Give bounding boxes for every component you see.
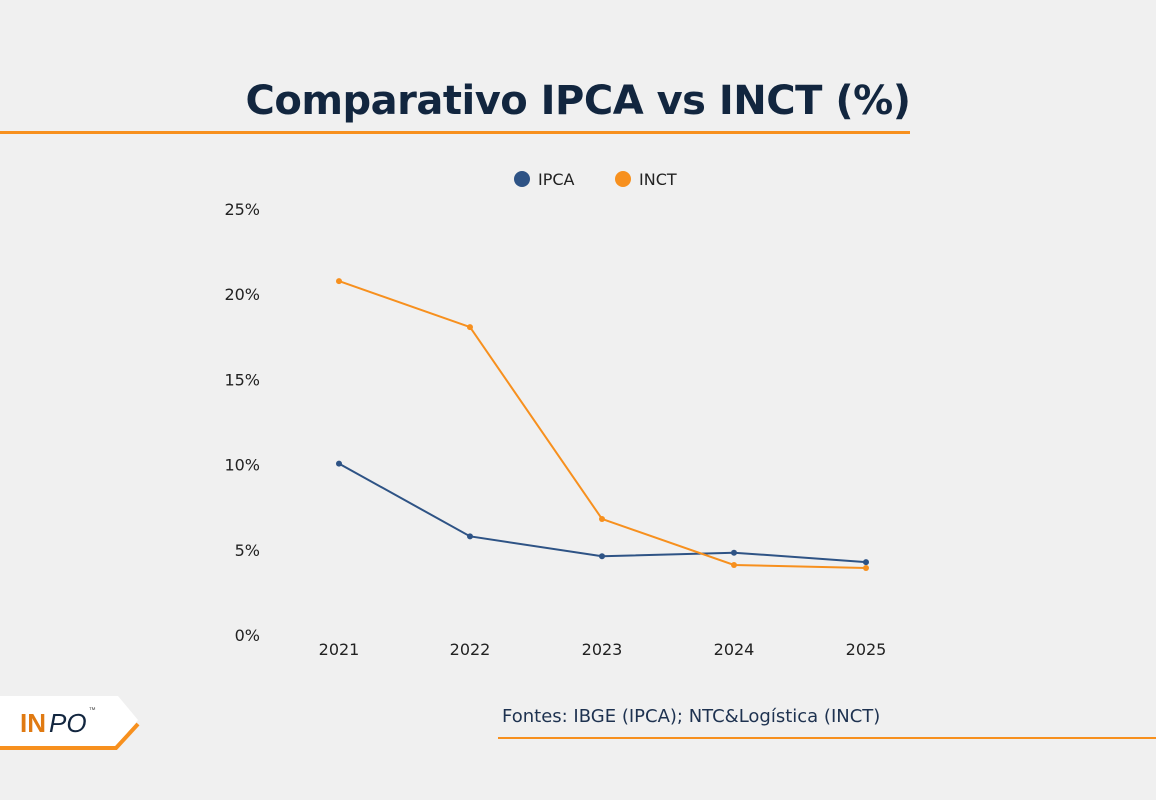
title-underline <box>0 131 910 134</box>
inpo-logo: IN PO ™ <box>0 696 140 750</box>
y-tick-label: 0% <box>235 626 260 645</box>
legend-marker-inct <box>615 171 631 187</box>
x-tick-label: 2022 <box>450 640 491 659</box>
legend-marker-ipca <box>514 171 530 187</box>
source-underline <box>498 737 1156 739</box>
data-point-ipca <box>336 460 342 467</box>
y-tick-label: 25% <box>224 200 260 219</box>
x-tick-label: 2024 <box>714 640 755 659</box>
data-point-inct <box>599 515 605 522</box>
data-point-inct <box>863 565 869 572</box>
y-tick-label: 20% <box>224 285 260 304</box>
data-point-inct <box>336 278 342 285</box>
data-point-inct <box>467 324 473 331</box>
x-tick-label: 2025 <box>846 640 887 659</box>
data-point-ipca <box>467 533 473 540</box>
x-tick-label: 2021 <box>319 640 360 659</box>
y-tick-label: 5% <box>235 541 260 560</box>
series-line-ipca <box>338 462 867 564</box>
data-point-ipca <box>599 553 605 560</box>
y-tick-label: 15% <box>224 370 260 389</box>
x-tick-label: 2023 <box>582 640 623 659</box>
source-note: Fontes: IBGE (IPCA); NTC&Logística (INCT… <box>502 706 881 727</box>
data-point-ipca <box>731 549 737 556</box>
legend-label-inct: INCT <box>639 170 677 189</box>
data-point-ipca <box>863 559 869 566</box>
y-tick-label: 10% <box>224 456 260 475</box>
series-line-inct <box>338 280 867 570</box>
page-title: Comparativo IPCA vs INCT (%) <box>245 78 911 124</box>
data-point-inct <box>731 561 737 568</box>
legend-label-ipca: IPCA <box>538 170 575 189</box>
